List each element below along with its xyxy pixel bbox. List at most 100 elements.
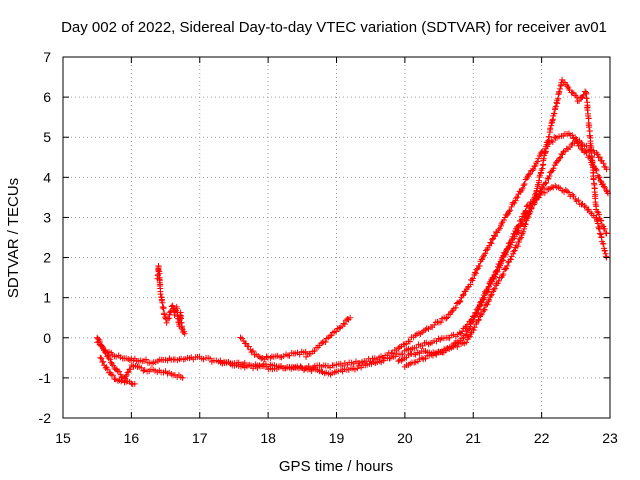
track-g-point	[461, 332, 468, 339]
track-h-point	[480, 306, 487, 313]
track-a-point	[443, 315, 450, 322]
y-tick-label: 3	[43, 209, 51, 225]
track-a-point	[415, 330, 422, 337]
track-b-point	[122, 373, 129, 380]
track-g-point	[545, 175, 552, 182]
track-h-point	[511, 247, 518, 254]
burst-point	[155, 263, 162, 270]
track-h-point	[535, 177, 542, 184]
track-a-point	[549, 138, 556, 145]
track-e-point	[598, 234, 605, 241]
x-tick-label: 18	[260, 430, 276, 446]
track-g-point	[557, 154, 564, 161]
track-h-point	[596, 211, 603, 218]
track-g-point	[503, 246, 510, 253]
track-a-point	[494, 229, 501, 236]
track-b-point	[110, 362, 117, 369]
y-tick-labels: -2 -1 0 1 2 3 4 5 6 7	[39, 49, 52, 426]
track-a-point	[406, 338, 413, 345]
track-e-point	[552, 182, 559, 189]
track-h-point	[548, 120, 555, 127]
track-c-point	[109, 372, 116, 379]
track-a-point	[529, 167, 536, 174]
track-h-point	[528, 205, 535, 212]
track-h-point	[598, 217, 605, 224]
track-g-point	[596, 174, 603, 181]
track-a-point	[200, 356, 207, 363]
track-h-point	[488, 291, 495, 298]
track-g-point	[501, 250, 508, 257]
track-f-point	[322, 339, 329, 346]
track-a-point	[508, 203, 515, 210]
track-h-point	[510, 248, 517, 255]
track-a-point	[527, 170, 534, 177]
track-a-point	[600, 160, 607, 167]
axis-ticks	[62, 56, 611, 419]
track-f-point	[347, 314, 354, 321]
track-h-point	[559, 76, 566, 83]
track-a-point	[459, 292, 466, 299]
track-a-point	[551, 134, 558, 141]
track-a-point	[583, 142, 590, 149]
track-c-point	[104, 366, 111, 373]
track-d-point	[245, 343, 252, 350]
track-g-point	[540, 185, 547, 192]
track-g-point	[603, 187, 610, 194]
data-points	[94, 76, 611, 388]
track-e-point	[541, 189, 548, 196]
track-e-point	[419, 342, 426, 349]
track-a-point	[467, 281, 474, 288]
track-a-point	[457, 297, 464, 304]
x-tick-label: 17	[192, 430, 208, 446]
track-h-point	[523, 217, 530, 224]
track-a-point	[472, 270, 479, 277]
y-tick-label: 2	[43, 250, 51, 266]
track-g-point	[515, 227, 522, 234]
track-h-point	[583, 95, 590, 102]
track-h-point	[508, 253, 515, 260]
track-h-point	[495, 277, 502, 284]
track-f-point	[341, 321, 348, 328]
track-a-point	[530, 166, 537, 173]
track-g-point	[474, 309, 481, 316]
track-h-point	[475, 316, 482, 323]
track-a-point	[596, 154, 603, 161]
track-h-point	[586, 124, 593, 131]
burst-point	[161, 311, 168, 318]
track-g-point	[483, 289, 490, 296]
track-d-point	[249, 347, 256, 354]
track-d-point	[267, 354, 274, 361]
track-g-point	[395, 358, 402, 365]
track-e-point	[601, 247, 608, 254]
track-b-point	[127, 366, 134, 373]
burst-point	[177, 312, 184, 319]
track-a-point	[491, 232, 498, 239]
track-h-point	[418, 354, 425, 361]
track-a-point	[507, 207, 514, 214]
track-g-point	[593, 167, 600, 174]
track-b-point	[140, 367, 147, 374]
track-a-point	[476, 263, 483, 270]
track-h-point	[433, 351, 440, 358]
track-a-point	[437, 319, 444, 326]
track-a-point	[532, 162, 539, 169]
track-h-point	[531, 191, 538, 198]
track-g-point	[543, 179, 550, 186]
track-h-point	[507, 256, 514, 263]
track-d-point	[256, 354, 263, 361]
track-b-point	[125, 368, 132, 375]
track-h-point	[500, 271, 507, 278]
track-b-point	[124, 369, 131, 376]
track-h-point	[471, 324, 478, 331]
track-h-point	[463, 339, 470, 346]
track-e-point	[585, 206, 592, 213]
track-h-point	[544, 139, 551, 146]
track-g-point	[542, 180, 549, 187]
track-f-point	[344, 315, 351, 322]
grid	[63, 57, 610, 418]
track-h-point	[551, 110, 558, 117]
track-d-point	[263, 353, 270, 360]
burst-point	[163, 319, 170, 326]
